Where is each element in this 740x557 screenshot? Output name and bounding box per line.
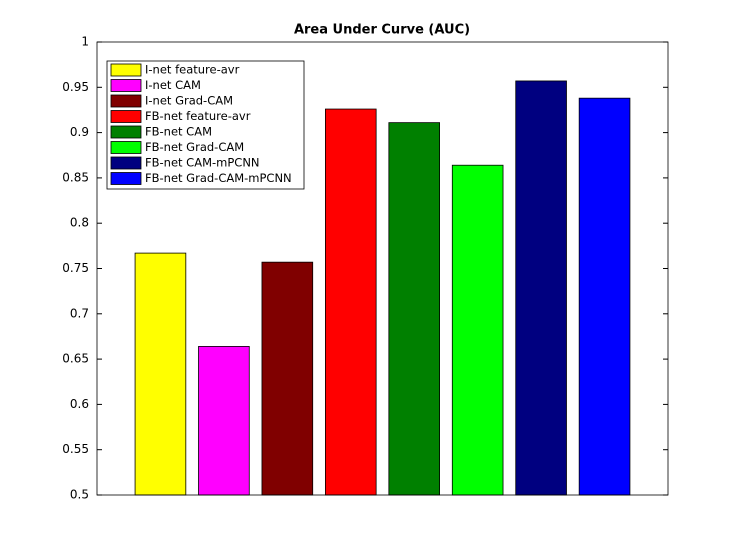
bar	[324, 108, 377, 496]
legend-label: I-net Grad-CAM	[145, 94, 233, 108]
y-tick-label: 0.65	[62, 352, 89, 366]
legend-label: FB-net CAM	[145, 125, 212, 139]
legend-swatch	[110, 110, 142, 123]
legend-label: FB-net feature-avr	[145, 109, 251, 123]
bar	[198, 346, 250, 496]
legend-swatch	[110, 94, 142, 108]
legend-swatch	[110, 63, 142, 77]
y-tick-label: 0.55	[62, 442, 89, 456]
legend-swatch	[110, 141, 142, 154]
bar	[578, 97, 631, 496]
legend-label: FB-net Grad-CAM-mPCNN	[145, 171, 292, 185]
y-tick-label: 0.75	[62, 261, 89, 275]
legend-label: FB-net CAM-mPCNN	[145, 156, 260, 170]
chart-title: Area Under Curve (AUC)	[294, 23, 470, 38]
legend-label: FB-net Grad-CAM	[145, 140, 244, 154]
legend-label: I-net feature-avr	[145, 63, 240, 77]
y-tick-label: 0.7	[70, 306, 89, 320]
y-tick-label: 0.6	[70, 397, 89, 411]
y-tick-label: 0.8	[70, 216, 89, 230]
bar	[388, 122, 441, 496]
legend-swatch	[110, 156, 142, 170]
plot-frame	[96, 41, 669, 496]
y-tick-label: 0.9	[70, 125, 89, 139]
y-tick-label: 0.85	[62, 170, 89, 184]
bar	[134, 252, 187, 496]
bar	[261, 261, 314, 496]
legend-swatch	[110, 79, 142, 92]
bar	[451, 164, 504, 496]
y-tick-label: 1	[81, 35, 89, 49]
legend-swatch	[110, 125, 142, 139]
bar	[515, 80, 567, 496]
legend-label: I-net CAM	[145, 78, 201, 92]
y-tick-label: 0.95	[62, 80, 89, 94]
y-tick-label: 0.5	[70, 488, 89, 502]
legend-swatch	[110, 172, 142, 185]
